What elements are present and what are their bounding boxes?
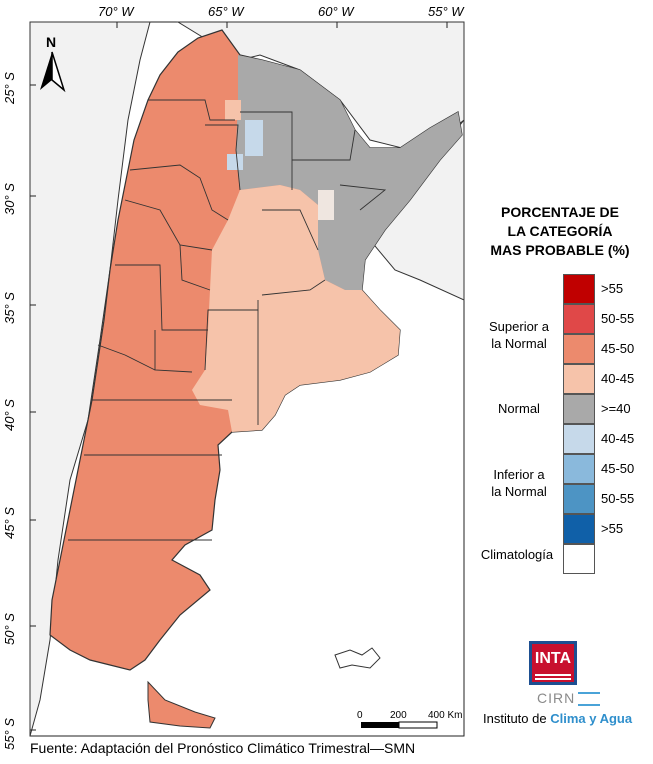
lon-label-55: 55° W [428,4,464,19]
lat-label-30: 30° S [2,183,17,215]
legend-swatch [563,484,595,514]
legend-swatch-label: 50-55 [601,311,635,326]
cirn-logo: CIRN [537,690,576,706]
instituto-prefix: Instituto de [483,711,551,726]
legend-swatch-label: 45-50 [601,341,635,356]
inta-logo-bars [535,674,571,680]
lat-label-55: 55° S [2,718,17,750]
source-caption: Fuente: Adaptación del Pronóstico Climát… [30,740,416,756]
inf-cell-2 [227,154,243,170]
legend-group-normal-line-1: Normal [498,401,540,416]
legend-swatch [563,544,595,574]
legend-group-climatologia-line-1: Climatología [480,547,554,562]
sup-40-45-north-cell [225,100,241,120]
province-borders [68,99,387,541]
scale-bar [361,721,438,729]
scale-zero: 0 [357,710,363,721]
legend-group-normal: Normal [484,400,554,417]
lon-label-65: 65° W [208,4,244,19]
legend-swatch [563,334,595,364]
legend-group-superior: Superior a la Normal [484,318,554,352]
inta-logo: INTA [529,641,577,685]
legend-group-inferior-line-1: Inferior a [493,467,545,482]
inta-logo-text: INTA [534,650,572,667]
north-arrow-icon [40,51,66,93]
legend-title-line-3: MAS PROBABLE (%) [490,242,630,258]
legend-group-superior-line-2: la Normal [491,336,547,351]
lon-label-70: 70° W [98,4,134,19]
inf-cell-1 [245,120,263,156]
north-label: N [46,34,56,50]
lon-label-60: 60° W [318,4,354,19]
legend-title: PORCENTAJE DE LA CATEGORÍA MAS PROBABLE … [470,203,650,260]
tierra-del-fuego [147,680,216,729]
legend-swatch [563,514,595,544]
normal-region [236,55,462,290]
sup-40-45-region [192,185,400,432]
legend-swatch-label: 40-45 [601,371,635,386]
legend-swatch-label: 50-55 [601,491,635,506]
legend-group-superior-line-1: Superior a [489,319,549,334]
legend-group-climatologia: Climatología [474,546,560,563]
bolivia-paraguay-region [176,21,465,151]
legend-swatch [563,304,595,334]
legend-swatch-label: >55 [601,281,624,296]
legend-swatch-label: 40-45 [601,431,635,446]
lat-label-25: 25° S [2,72,17,104]
legend-swatch [563,424,595,454]
lat-label-50: 50° S [2,613,17,645]
legend-swatch-label: 45-50 [601,461,635,476]
lat-label-45: 45° S [2,507,17,539]
scale-end: 400 Km [428,710,462,721]
legend-swatch [563,454,595,484]
legend-title-line-2: LA CATEGORÍA [507,223,613,239]
legend-swatch [563,274,595,304]
legend-swatch [563,394,595,424]
legend-swatch [563,364,595,394]
legend-swatch-label: >55 [601,521,624,536]
lat-label-40: 40° S [2,399,17,431]
legend-title-line-1: PORCENTAJE DE [501,204,619,220]
lat-label-35: 35° S [2,292,17,324]
waves-icon [578,692,600,706]
instituto-label: Instituto de Clima y Agua [483,711,632,726]
legend-group-inferior: Inferior a la Normal [484,466,554,500]
instituto-highlight: Clima y Agua [550,711,633,726]
legend-swatch-label: >=40 [601,401,631,416]
inf-cell-4 [318,190,334,220]
chile-region [29,21,151,737]
legend-group-inferior-line-2: la Normal [491,484,547,499]
malvinas-islands [334,647,381,669]
scale-mid: 200 [390,710,407,721]
graticule-ticks [30,22,448,731]
